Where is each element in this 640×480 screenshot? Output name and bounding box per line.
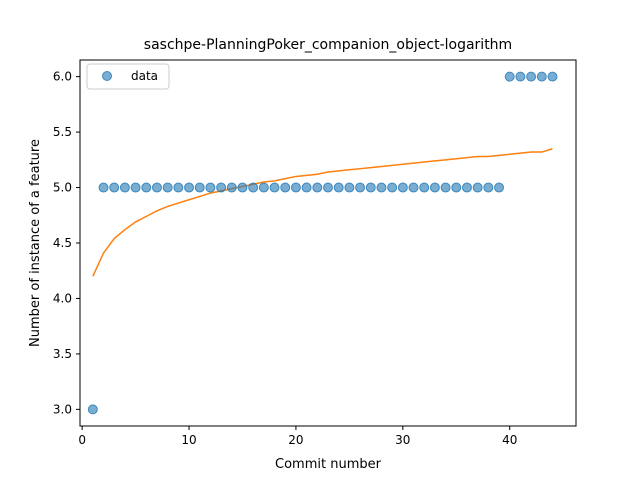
data-point bbox=[206, 183, 215, 192]
data-point bbox=[217, 183, 226, 192]
data-point bbox=[377, 183, 386, 192]
data-point bbox=[174, 183, 183, 192]
y-tick-label: 3.0 bbox=[53, 402, 72, 416]
data-point bbox=[324, 183, 333, 192]
data-point bbox=[142, 183, 151, 192]
data-point bbox=[356, 183, 365, 192]
data-point bbox=[462, 183, 471, 192]
data-point bbox=[110, 183, 119, 192]
data-point bbox=[334, 183, 343, 192]
data-point bbox=[238, 183, 247, 192]
data-point bbox=[227, 183, 236, 192]
x-tick-label: 0 bbox=[78, 433, 86, 447]
data-point bbox=[120, 183, 129, 192]
y-tick-label: 3.5 bbox=[53, 347, 72, 361]
data-points bbox=[88, 72, 557, 414]
data-point bbox=[99, 183, 108, 192]
data-point bbox=[163, 183, 172, 192]
x-tick-label: 10 bbox=[181, 433, 196, 447]
data-point bbox=[473, 183, 482, 192]
y-tick-label: 5.0 bbox=[53, 181, 72, 195]
data-point bbox=[131, 183, 140, 192]
y-axis-ticks: 3.0 3.5 4.0 4.5 5.0 5.5 6.0 bbox=[53, 70, 80, 417]
y-tick-label: 4.0 bbox=[53, 291, 72, 305]
data-point bbox=[430, 183, 439, 192]
data-point bbox=[505, 72, 514, 81]
data-point bbox=[527, 72, 536, 81]
data-point bbox=[291, 183, 300, 192]
data-point bbox=[152, 183, 161, 192]
data-point bbox=[249, 183, 258, 192]
data-point bbox=[185, 183, 194, 192]
legend-label-data: data bbox=[131, 69, 158, 83]
data-point bbox=[537, 72, 546, 81]
fit-line bbox=[93, 149, 553, 277]
data-point bbox=[270, 183, 279, 192]
data-point bbox=[366, 183, 375, 192]
data-point bbox=[281, 183, 290, 192]
chart-title: saschpe-PlanningPoker_companion_object-l… bbox=[144, 37, 512, 53]
legend: data bbox=[87, 64, 169, 89]
data-point bbox=[516, 72, 525, 81]
x-tick-label: 40 bbox=[502, 433, 517, 447]
y-axis-label: Number of instance of a feature bbox=[28, 139, 43, 347]
data-point bbox=[388, 183, 397, 192]
data-point bbox=[88, 405, 97, 414]
data-point bbox=[548, 72, 557, 81]
data-point bbox=[259, 183, 268, 192]
data-point bbox=[452, 183, 461, 192]
data-point bbox=[495, 183, 504, 192]
data-point bbox=[313, 183, 322, 192]
data-point bbox=[398, 183, 407, 192]
y-tick-label: 4.5 bbox=[53, 236, 72, 250]
x-tick-label: 20 bbox=[288, 433, 303, 447]
data-point bbox=[484, 183, 493, 192]
x-axis-ticks: 0 10 20 30 40 bbox=[78, 426, 517, 447]
y-tick-label: 5.5 bbox=[53, 125, 72, 139]
data-point bbox=[302, 183, 311, 192]
x-tick-label: 30 bbox=[395, 433, 410, 447]
data-point bbox=[409, 183, 418, 192]
axes-frame bbox=[80, 60, 576, 426]
y-tick-label: 6.0 bbox=[53, 70, 72, 84]
legend-marker-data bbox=[103, 72, 112, 81]
fit-line-layer bbox=[93, 149, 553, 277]
data-point bbox=[195, 183, 204, 192]
data-point bbox=[420, 183, 429, 192]
data-point bbox=[441, 183, 450, 192]
data-point bbox=[345, 183, 354, 192]
x-axis-label: Commit number bbox=[275, 457, 382, 472]
